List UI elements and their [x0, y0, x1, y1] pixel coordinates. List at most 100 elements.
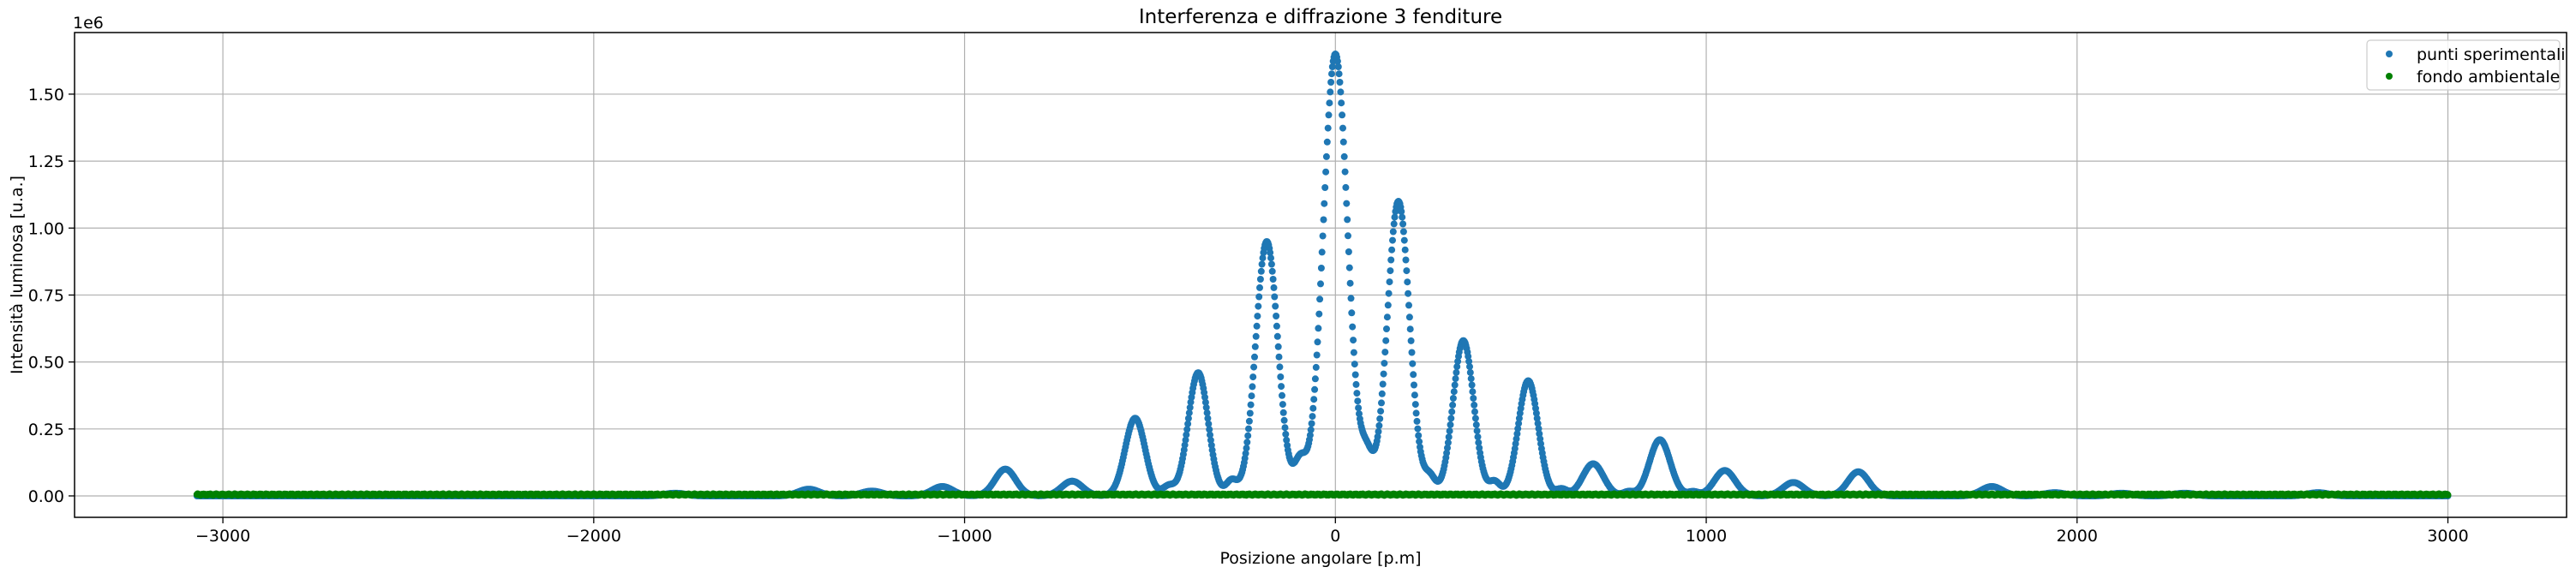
data-point [1381, 349, 1388, 355]
data-point [1406, 313, 1413, 320]
data-point [1249, 392, 1255, 399]
data-point [1376, 415, 1383, 422]
data-point [1258, 268, 1265, 275]
data-point [1312, 375, 1319, 382]
data-point [1380, 381, 1387, 388]
data-point [1249, 373, 1256, 380]
data-point [1247, 410, 1254, 417]
data-point [1259, 261, 1266, 268]
data-point [1384, 313, 1391, 320]
data-point [1388, 247, 1395, 254]
data-point [1342, 184, 1349, 191]
data-point [1343, 200, 1350, 207]
data-point [1354, 397, 1361, 404]
data-point [1321, 217, 1327, 224]
data-point [1322, 169, 1329, 176]
data-point [1339, 111, 1345, 118]
data-point [1405, 290, 1411, 297]
data-point [1280, 409, 1287, 416]
data-point [1277, 373, 1284, 380]
data-point [1412, 401, 1419, 408]
data-point [1272, 303, 1279, 310]
data-point [1315, 311, 1322, 318]
data-point [1321, 184, 1328, 191]
data-point [1269, 268, 1276, 275]
data-point [1391, 220, 1398, 227]
data-point [1410, 371, 1417, 378]
data-point [1279, 392, 1285, 399]
data-point [1351, 361, 1358, 367]
data-point [1401, 237, 1408, 244]
data-point [1472, 415, 1479, 421]
data-point [1473, 421, 1480, 428]
data-point [1407, 325, 1414, 332]
data-point [1409, 361, 1416, 367]
data-point [1471, 402, 1477, 409]
data-point [1338, 99, 1345, 106]
data-point [1447, 421, 1454, 428]
data-point [1275, 343, 1282, 350]
data-point [1327, 79, 1334, 86]
data-point [1245, 426, 1252, 433]
data-point [1379, 391, 1386, 397]
data-point [1321, 200, 1327, 207]
data-point [1411, 382, 1417, 389]
data-point [1375, 428, 1382, 435]
data-point [1346, 265, 1353, 272]
data-point [1248, 402, 1255, 409]
data-point [1466, 363, 1473, 370]
data-point [1256, 284, 1263, 291]
data-point [1387, 267, 1393, 274]
data-point [1342, 169, 1349, 176]
data-point [1336, 70, 1343, 77]
data-point [1317, 280, 1324, 287]
data-point [1319, 248, 1326, 255]
data-point [1409, 349, 1416, 356]
data-point [1244, 433, 1251, 439]
data-point [1270, 276, 1277, 283]
data-point [1324, 139, 1331, 146]
data-point [1315, 325, 1321, 331]
data-point [1325, 125, 1332, 132]
data-point [1308, 427, 1315, 433]
data-point [1447, 415, 1454, 421]
data-point [1340, 139, 1347, 146]
data-point [1471, 409, 1478, 415]
data-point [1281, 417, 1288, 424]
data-point [1414, 426, 1421, 433]
data-point [1323, 153, 1330, 160]
data-point [1469, 382, 1476, 389]
data-point [1470, 395, 1477, 402]
data-point [1274, 333, 1281, 340]
data-point [1348, 309, 1355, 316]
data-point [1383, 325, 1390, 332]
data-point [1337, 79, 1344, 86]
data-point [1309, 413, 1316, 420]
data-point [1350, 337, 1357, 343]
data-point [1315, 338, 1321, 345]
data-point [1355, 404, 1362, 411]
data-point [1450, 395, 1457, 402]
data-point [1403, 257, 1410, 264]
data-point [1318, 265, 1325, 272]
data-point [1253, 333, 1260, 340]
data-point [1249, 383, 1255, 390]
data-point [1320, 233, 1327, 240]
data-point [1405, 301, 1412, 308]
data-point [1402, 247, 1409, 254]
data-point [1273, 323, 1280, 330]
data-point [1404, 278, 1411, 285]
data-point [1257, 276, 1264, 283]
data-point [1282, 424, 1289, 431]
series-fondo-ambientale [194, 491, 2452, 499]
data-point [1448, 409, 1455, 415]
data-point [1353, 381, 1360, 388]
data-point [1385, 301, 1392, 308]
data-point [1337, 88, 1344, 95]
data-point [1344, 216, 1351, 223]
data-point [1252, 343, 1259, 350]
data-point [1381, 360, 1387, 367]
data-point [1255, 294, 1262, 301]
data-point [1387, 257, 1394, 264]
